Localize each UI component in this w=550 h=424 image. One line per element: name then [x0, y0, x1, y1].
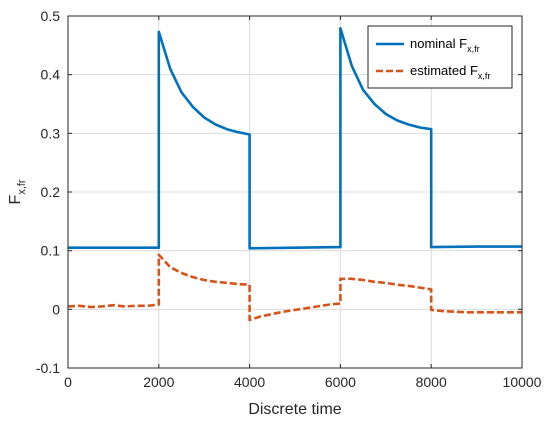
y-tick-label: 0.4 [41, 67, 61, 83]
series-group [67, 26, 522, 322]
legend-nominal-label: nominal Fx,fr [410, 36, 480, 54]
nominal-series-line [68, 26, 522, 250]
y-tick-label: 0 [52, 301, 60, 317]
legend-label-sub: x,fr [478, 71, 491, 81]
legend-label-main: nominal F [410, 36, 467, 51]
y-axis-label-sub: x,fr [16, 179, 28, 195]
y-axis-label-main: F [7, 195, 24, 205]
ticks: 0 2000 4000 6000 8000 10000-0.100.10.20.30.40… [36, 8, 542, 390]
estimated-series-line [67, 253, 522, 322]
x-tick-label: 4000 [234, 374, 265, 390]
y-tick-label: -0.1 [36, 360, 60, 376]
y-tick-label: 0.2 [41, 184, 61, 200]
legend-label-sub: x,fr [467, 44, 480, 54]
legend-estimated-label: estimated Fx,fr [410, 63, 490, 81]
legend-box [367, 25, 513, 89]
x-tick-label: 10000 [503, 374, 542, 390]
legend-label-main: estimated F [410, 63, 478, 78]
x-axis-label: Discrete time [248, 401, 341, 418]
x-tick-label: 6000 [325, 374, 356, 390]
x-tick-label: 0 [64, 374, 72, 390]
x-tick-label: 2000 [143, 374, 174, 390]
y-tick-label: 0.5 [41, 8, 61, 24]
y-axis-label: Fx,fr [7, 179, 28, 204]
y-tick-label: 0.3 [41, 125, 61, 141]
y-tick-label: 0.1 [41, 243, 61, 259]
x-tick-label: 8000 [416, 374, 447, 390]
